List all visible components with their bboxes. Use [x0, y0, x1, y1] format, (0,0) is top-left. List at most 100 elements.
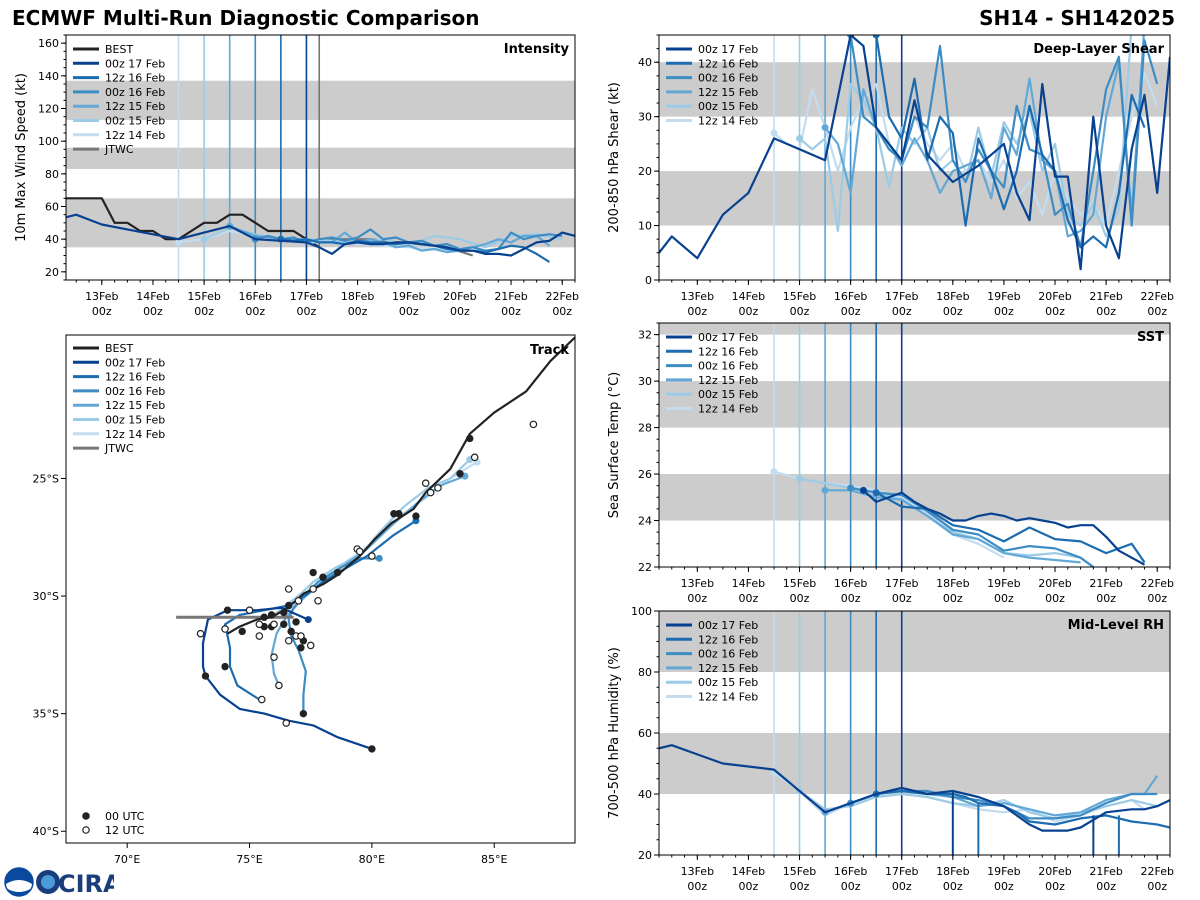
- rh-legend-label: 00z 17 Feb: [698, 619, 758, 632]
- sst-init-point: [847, 484, 855, 492]
- track-marker-00utc: [284, 601, 293, 610]
- sst-band-1: [659, 381, 1170, 428]
- sst-xtick-hour: 00z: [841, 592, 861, 605]
- rh-series-line: [773, 771, 1146, 823]
- sst-legend-label: 12z 15 Feb: [698, 374, 758, 387]
- sst-init-point: [872, 489, 880, 497]
- rh-xtick-day: 17Feb: [885, 865, 918, 878]
- track-xtick-label: 80°E: [359, 853, 385, 866]
- track-marker-12utc: [355, 547, 364, 556]
- rh-ylabel: 700-500 hPa Humidity (%): [607, 647, 622, 819]
- intensity-xtick-hour: 00z: [399, 305, 419, 318]
- shear-chart: 0 10 20 30 40 13Feb 00z 14Feb 00z 15Feb 00z 16Feb 00…: [607, 34, 1174, 318]
- track-marker-00utc: [280, 608, 288, 617]
- track-series-group: [176, 336, 575, 753]
- track-marker-00utc: [223, 606, 232, 614]
- track-marker-12utc: [421, 479, 430, 487]
- noaa-globe-icon: [4, 867, 34, 897]
- sst-series-line: [850, 486, 1094, 567]
- rh-xtick-day: 16Feb: [834, 865, 867, 878]
- track-marker-12utc: [196, 629, 205, 638]
- rh-chart: 20 40 60 80 100 13Feb 00z 14Feb 00z 15Feb 00z 16Feb…: [607, 605, 1174, 893]
- shear-ytick-label: 0: [645, 274, 652, 287]
- track-ytick-label: 35°S: [33, 708, 59, 721]
- sst-xtick-day: 17Feb: [885, 577, 918, 590]
- shear-xtick-hour: 00z: [790, 305, 810, 318]
- rh-ytick-label: 100: [631, 605, 652, 618]
- sst-ytick-label: 28: [638, 422, 652, 435]
- track-init-point: [375, 554, 383, 562]
- sst-init-point: [770, 468, 778, 476]
- rh-xtick-day: 22Feb: [1140, 865, 1173, 878]
- track-marker-12utc: [297, 632, 305, 640]
- sst-legend-label: 12z 14 Feb: [698, 403, 758, 416]
- intensity-xtick-day: 20Feb: [443, 290, 476, 303]
- intensity-ytick-label: 160: [38, 37, 59, 50]
- sst-xtick-hour: 00z: [994, 592, 1014, 605]
- storm-id: SH14 - SH142025: [979, 6, 1175, 30]
- shear-xtick-hour: 00z: [739, 305, 759, 318]
- track-legend-label: 12z 14 Feb: [105, 428, 165, 441]
- track-marker-legend-label: 12 UTC: [105, 824, 145, 837]
- sst-legend-label: 00z 17 Feb: [698, 331, 758, 344]
- rh-xtick-hour: 00z: [790, 880, 810, 893]
- sst-chart: 22 24 26 28 30 32 13Feb 00z 14Feb 00z 15Feb 00z 16Fe…: [607, 322, 1174, 605]
- intensity-init-point: [175, 238, 183, 246]
- intensity-ytick-label: 120: [38, 103, 59, 116]
- shear-legend-label: 12z 16 Feb: [698, 57, 758, 70]
- shear-xtick-day: 22Feb: [1140, 290, 1173, 303]
- shear-ytick-label: 10: [638, 220, 652, 233]
- shear-xtick-day: 20Feb: [1038, 290, 1071, 303]
- track-marker-12utc: [426, 488, 435, 497]
- track-marker-00utc: [238, 627, 246, 636]
- intensity-ytick-label: 40: [45, 233, 59, 246]
- shear-ylabel: 200-850 hPa Shear (kt): [607, 82, 622, 233]
- shear-xtick-hour: 00z: [1045, 305, 1065, 318]
- shear-init-point: [821, 124, 829, 132]
- track-marker-00utc: [221, 662, 229, 671]
- shear-xtick-day: 21Feb: [1089, 290, 1122, 303]
- track-marker-00utc: [267, 611, 276, 619]
- sst-legend-label: 00z 15 Feb: [698, 388, 758, 401]
- rh-legend-label: 12z 14 Feb: [698, 691, 758, 704]
- track-marker-12utc: [314, 596, 322, 605]
- rh-series-group: [659, 744, 1170, 855]
- shear-legend-label: 12z 15 Feb: [698, 86, 758, 99]
- intensity-series-line: [66, 213, 575, 257]
- intensity-xtick-day: 14Feb: [136, 290, 169, 303]
- rh-legend-label: 00z 16 Feb: [698, 648, 758, 661]
- intensity-legend-label: 00z 15 Feb: [105, 115, 165, 128]
- intensity-xtick-day: 21Feb: [494, 290, 527, 303]
- intensity-band-1: [66, 147, 575, 169]
- rh-legend-label: 12z 15 Feb: [698, 662, 758, 675]
- sst-band-2: [659, 323, 1170, 335]
- track-marker-12utc: [434, 484, 442, 492]
- intensity-legend-label: 00z 16 Feb: [105, 86, 165, 99]
- cira-emblem-icon: [36, 870, 60, 894]
- sst-xtick-day: 15Feb: [783, 577, 816, 590]
- track-init-point: [304, 616, 312, 624]
- track-marker-00utc: [333, 568, 342, 577]
- track-series-line: [273, 458, 471, 616]
- sst-init-point: [859, 486, 867, 494]
- shear-xtick-day: 14Feb: [732, 290, 765, 303]
- track-legend-label: JTWC: [104, 442, 134, 455]
- rh-xtick-hour: 00z: [841, 880, 861, 893]
- intensity-ylabel: 10m Max Wind Speed (kt): [14, 73, 29, 242]
- intensity-ytick-label: 60: [45, 201, 59, 214]
- track-ytick-label: 25°S: [33, 472, 59, 485]
- sst-ytick-label: 24: [638, 515, 652, 528]
- rh-xtick-day: 20Feb: [1038, 865, 1071, 878]
- sst-ytick-label: 26: [638, 468, 652, 481]
- sst-xtick-day: 22Feb: [1140, 577, 1173, 590]
- intensity-ytick-label: 80: [45, 168, 59, 181]
- shear-band-1: [659, 62, 1170, 117]
- intensity-series-line: [66, 197, 320, 249]
- shear-title: Deep-Layer Shear: [1033, 42, 1164, 57]
- rh-xtick-day: 15Feb: [783, 865, 816, 878]
- shear-series-group: [659, 35, 1170, 271]
- track-marker-12utc: [284, 585, 293, 593]
- track-legend-label: 00z 16 Feb: [105, 385, 165, 398]
- shear-xtick-hour: 00z: [841, 305, 861, 318]
